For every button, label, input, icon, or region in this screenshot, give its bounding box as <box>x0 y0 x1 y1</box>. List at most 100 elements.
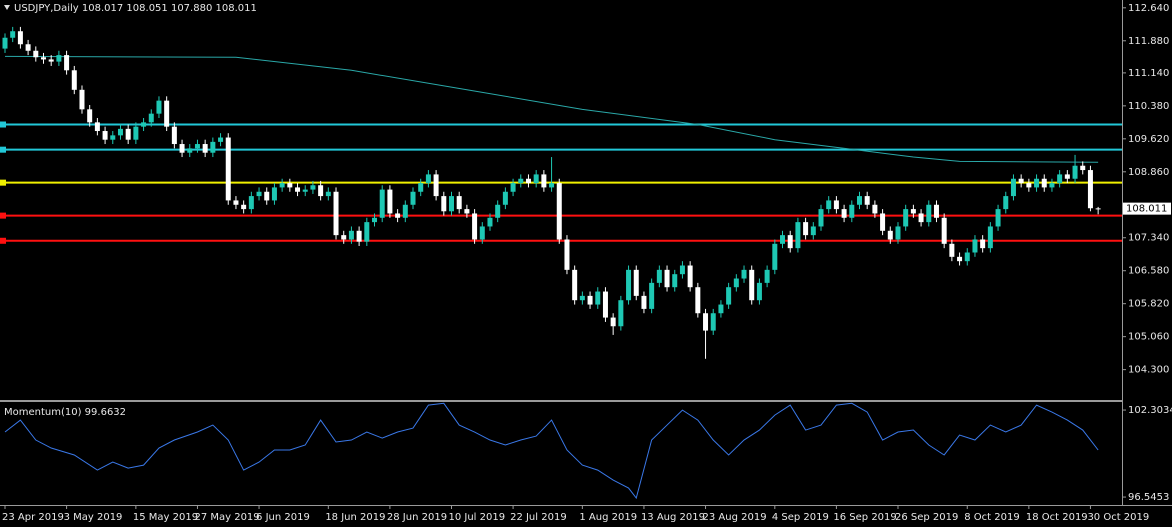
candle-body <box>441 196 447 212</box>
candle-body <box>125 128 131 140</box>
x-tick-label: 13 Aug 2019 <box>641 512 705 523</box>
candle-body <box>1072 165 1078 179</box>
candle-body <box>541 174 547 188</box>
candle-body <box>325 191 331 197</box>
candle-body <box>164 100 170 127</box>
candle-body <box>364 222 370 242</box>
candle-body <box>756 282 762 301</box>
candle-body <box>633 269 639 296</box>
candle-body <box>218 137 224 142</box>
candle-body <box>156 100 162 114</box>
candle-body <box>210 141 216 153</box>
candle-body <box>518 178 524 184</box>
candle-body <box>48 59 54 62</box>
candle-body <box>410 191 416 205</box>
candle-body <box>1003 196 1009 210</box>
candle-body <box>587 295 593 305</box>
candle-body <box>687 265 693 288</box>
x-tick-label: 3 May 2019 <box>64 512 123 523</box>
candle-body <box>194 144 200 149</box>
candle-body <box>556 183 562 240</box>
candle-body <box>933 204 939 218</box>
candle-body <box>656 269 662 283</box>
candle-body <box>980 239 986 249</box>
candle-body <box>672 274 678 288</box>
x-tick-label: 30 Oct 2019 <box>1087 512 1149 523</box>
candle-body <box>333 191 339 236</box>
candle-body <box>64 55 70 71</box>
candle-body <box>372 217 378 223</box>
candle-body <box>448 196 454 212</box>
x-tick-label: 1 Aug 2019 <box>579 512 637 523</box>
candle-body <box>618 300 624 327</box>
candle-body <box>525 178 531 184</box>
level-handle <box>0 146 6 153</box>
title-marker <box>4 5 10 10</box>
candle-body <box>564 239 570 270</box>
y-tick-label: 108.860 <box>1128 167 1169 178</box>
candle-body <box>33 50 39 58</box>
candle-body <box>79 89 85 110</box>
x-tick-label: 26 Sep 2019 <box>895 512 958 523</box>
candle-body <box>10 31 16 38</box>
candle-body <box>1095 208 1101 210</box>
candle-body <box>287 183 293 188</box>
x-tick-label: 6 Jun 2019 <box>256 512 310 523</box>
candle-body <box>25 44 31 51</box>
candle-body <box>641 295 647 309</box>
candle-body <box>510 183 516 192</box>
candle-body <box>110 135 116 140</box>
x-tick-label: 22 Jul 2019 <box>510 512 567 523</box>
candle-body <box>487 217 493 227</box>
candle-body <box>818 209 824 227</box>
candle-body <box>456 196 462 210</box>
candle-body <box>595 291 601 305</box>
candle-body <box>379 189 385 218</box>
candle-body <box>610 317 616 327</box>
candle-body <box>264 191 270 201</box>
y-tick-label: 104.300 <box>1128 365 1169 376</box>
candle-body <box>295 187 301 192</box>
candle-body <box>356 230 362 242</box>
candle-body <box>464 209 470 214</box>
candle-body <box>387 189 393 214</box>
candle-body <box>341 235 347 240</box>
candle-body <box>957 256 963 262</box>
x-tick-label: 23 Aug 2019 <box>703 512 767 523</box>
candle-body <box>941 217 947 244</box>
candle-body <box>864 196 870 205</box>
y-tick-label: 109.620 <box>1128 134 1169 145</box>
candle-body <box>772 243 778 270</box>
candle-body <box>17 31 23 45</box>
candle-body <box>433 174 439 197</box>
candle-body <box>225 137 231 201</box>
y-tick-label: 96.5453 <box>1128 492 1169 503</box>
x-tick-label: 28 Jun 2019 <box>387 512 447 523</box>
candle-body <box>856 196 862 205</box>
y-tick-label: 107.340 <box>1128 233 1169 244</box>
candle-body <box>849 204 855 218</box>
candle-body <box>94 122 100 132</box>
candle-body <box>102 131 108 140</box>
candle-body <box>141 122 147 127</box>
y-tick-label: 106.580 <box>1128 266 1169 277</box>
candle-body <box>602 291 608 318</box>
candle-body <box>533 174 539 184</box>
candle-body <box>964 252 970 262</box>
candle-body <box>995 209 1001 227</box>
x-tick-label: 27 May 2019 <box>194 512 259 523</box>
level-handle <box>0 212 6 219</box>
candle-body <box>71 70 77 90</box>
candle-body <box>726 287 732 305</box>
candle-body <box>1018 178 1024 184</box>
x-tick-label: 8 Oct 2019 <box>964 512 1019 523</box>
candle-body <box>495 204 501 218</box>
candle-body <box>572 269 578 301</box>
y-tick-label: 102.3034 <box>1128 405 1172 416</box>
level-handle <box>0 121 6 128</box>
candle-body <box>1026 183 1032 188</box>
candle-body <box>1080 165 1086 171</box>
candle-body <box>795 222 801 249</box>
candle-body <box>826 200 832 210</box>
momentum-line <box>4 402 1099 500</box>
